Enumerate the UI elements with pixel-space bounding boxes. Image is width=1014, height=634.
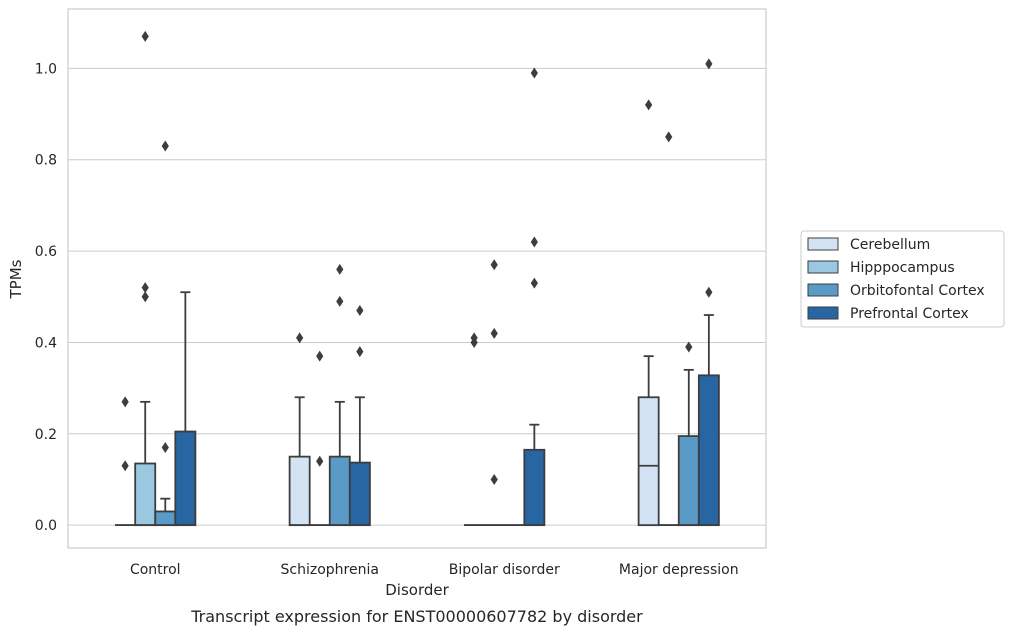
y-tick-label: 0.8 xyxy=(35,153,57,169)
box-3-1 xyxy=(348,304,371,527)
box-2-0 xyxy=(154,140,177,527)
legend: Cerebellum Hipppocampus Orbitofontal Corte… xyxy=(800,230,1005,328)
y-tick-label: 0.2 xyxy=(35,427,57,443)
box-1-2 xyxy=(484,259,505,527)
outlier-point xyxy=(336,295,344,307)
legend-swatch xyxy=(807,283,839,297)
box-1-3 xyxy=(658,131,679,527)
box-body xyxy=(134,462,157,527)
outlier-point xyxy=(470,332,478,344)
legend-swatch xyxy=(807,237,839,251)
outlier-point xyxy=(316,455,324,467)
legend-label: Orbitofontal Cortex xyxy=(850,283,985,299)
legend-label: Prefrontal Cortex xyxy=(850,306,969,322)
outlier-point xyxy=(490,473,498,485)
x-axis-ticks: Control Schizophrenia Bipolar disorder Majo… xyxy=(130,562,739,578)
outlier-point xyxy=(356,346,364,358)
outlier-point xyxy=(530,67,538,79)
legend-swatch xyxy=(807,306,839,320)
legend-swatch xyxy=(807,260,839,274)
x-tick-label: Schizophrenia xyxy=(281,562,379,578)
legend-label: Cerebellum xyxy=(850,237,930,253)
outlier-point xyxy=(141,30,149,42)
outlier-point xyxy=(296,332,304,344)
box-body xyxy=(328,455,351,527)
x-tick-label: Bipolar disorder xyxy=(449,562,560,578)
gridlines xyxy=(68,67,766,526)
outlier-point xyxy=(705,58,713,70)
box-body xyxy=(154,510,177,527)
outlier-point xyxy=(336,263,344,275)
box-0-2 xyxy=(464,332,485,527)
box-body xyxy=(288,455,311,527)
outlier-point xyxy=(161,140,169,152)
outlier-point xyxy=(316,350,324,362)
outlier-point xyxy=(685,341,693,353)
box-body xyxy=(174,430,197,527)
x-tick-label: Control xyxy=(130,562,181,578)
chart-caption: Transcript expression for ENST0000060778… xyxy=(190,607,643,626)
x-axis-title: Disorder xyxy=(385,581,449,599)
outlier-point xyxy=(705,286,713,298)
legend-label: Hipppocampus xyxy=(850,260,955,276)
box-0-3 xyxy=(637,99,660,527)
y-tick-label: 0.0 xyxy=(35,518,57,534)
y-tick-label: 0.4 xyxy=(35,335,57,351)
outlier-point xyxy=(530,277,538,289)
y-tick-label: 0.6 xyxy=(35,244,57,260)
outlier-point xyxy=(121,460,129,472)
plot-area-frame xyxy=(67,8,767,549)
outlier-point xyxy=(645,99,653,111)
outlier-point xyxy=(665,131,673,143)
box-body xyxy=(523,448,546,527)
outlier-point xyxy=(490,259,498,271)
box-3-0 xyxy=(174,291,197,527)
outlier-point xyxy=(141,282,149,294)
box-1-1 xyxy=(309,350,330,527)
outlier-point xyxy=(490,327,498,339)
box-body xyxy=(637,396,660,527)
box-body xyxy=(348,461,371,527)
outlier-point xyxy=(356,304,364,316)
outlier-point xyxy=(161,442,169,454)
legend-frame xyxy=(800,230,1005,328)
box-body xyxy=(677,435,700,527)
box-plot-marks xyxy=(115,30,720,527)
outlier-point xyxy=(530,236,538,248)
box-3-2 xyxy=(523,67,546,527)
box-1-0 xyxy=(134,30,157,527)
outlier-point xyxy=(141,291,149,303)
box-3-3 xyxy=(697,58,720,527)
box-0-1 xyxy=(288,332,311,527)
y-tick-label: 1.0 xyxy=(35,61,57,77)
y-axis-title: TPMs xyxy=(7,259,25,299)
outlier-point xyxy=(121,396,129,408)
box-body xyxy=(697,374,720,527)
box-2-1 xyxy=(328,263,351,527)
x-tick-label: Major depression xyxy=(619,562,739,578)
y-axis-ticks: 0.0 0.2 0.4 0.6 0.8 1.0 xyxy=(35,61,57,534)
box-0-0 xyxy=(115,396,136,527)
